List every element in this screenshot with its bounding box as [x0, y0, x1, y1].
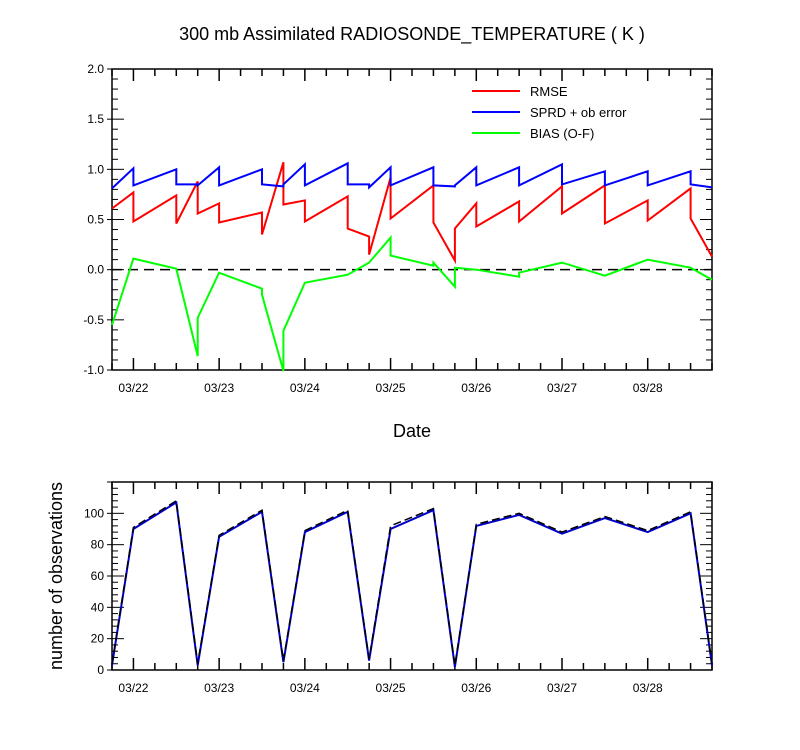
top-ytick-label: -1.0 — [83, 363, 104, 377]
top-ytick-label: 2.0 — [87, 62, 104, 76]
bottom-chart: 0 20 40 60 80 100 03/22 03/23 03/24 03/25 03/26 03/… — [46, 481, 713, 695]
series-line-bias-o-f — [111, 234, 713, 372]
series-line-rmse — [111, 162, 713, 265]
bottom-ytick-label: 40 — [91, 600, 105, 614]
bottom-xtick-label: 03/26 — [461, 681, 491, 695]
chart-title: 300 mb Assimilated RADIOSONDE_TEMPERATUR… — [179, 24, 645, 45]
legend-label: RMSE — [530, 84, 568, 99]
legend-label: SPRD + ob error — [530, 105, 627, 120]
y-axis-title: number of observations — [46, 482, 66, 670]
bottom-ytick-label: 100 — [84, 506, 104, 520]
top-xtick-label: 03/25 — [376, 381, 406, 395]
bottom-ytick-label: 0 — [97, 663, 104, 677]
bottom-xtick-label: 03/22 — [118, 681, 148, 695]
top-ytick-label: 0.5 — [87, 213, 104, 227]
top-ytick-label: 0.0 — [87, 263, 104, 277]
x-axis-title: Date — [393, 421, 431, 441]
bottom-xtick-label: 03/27 — [547, 681, 577, 695]
bottom-xtick-label: 03/28 — [633, 681, 663, 695]
top-ytick-label: 1.5 — [87, 112, 104, 126]
top-xtick-label: 03/22 — [118, 381, 148, 395]
top-xtick-label: 03/28 — [633, 381, 663, 395]
bottom-xtick-label: 03/25 — [376, 681, 406, 695]
top-ytick-label: 1.0 — [87, 162, 104, 176]
legend-label: BIAS (O-F) — [530, 126, 594, 141]
top-xtick-label: 03/23 — [204, 381, 234, 395]
top-xtick-label: 03/26 — [461, 381, 491, 395]
top-ytick-label: -0.5 — [83, 313, 104, 327]
bottom-ytick-label: 80 — [91, 538, 105, 552]
bottom-ytick-label: 20 — [91, 632, 105, 646]
series-line-sprd-ob-error — [111, 161, 713, 190]
top-xtick-label: 03/27 — [547, 381, 577, 395]
bottom-xtick-label: 03/24 — [290, 681, 320, 695]
bottom-xtick-label: 03/23 — [204, 681, 234, 695]
top-xtick-label: 03/24 — [290, 381, 320, 395]
bottom-ytick-label: 60 — [91, 569, 105, 583]
obs-count-dashed-line — [111, 499, 713, 666]
top-chart: -1.0 -0.5 0.0 0.5 1.0 1.5 2.0 03/22 03/23 03/24 03… — [83, 24, 713, 441]
